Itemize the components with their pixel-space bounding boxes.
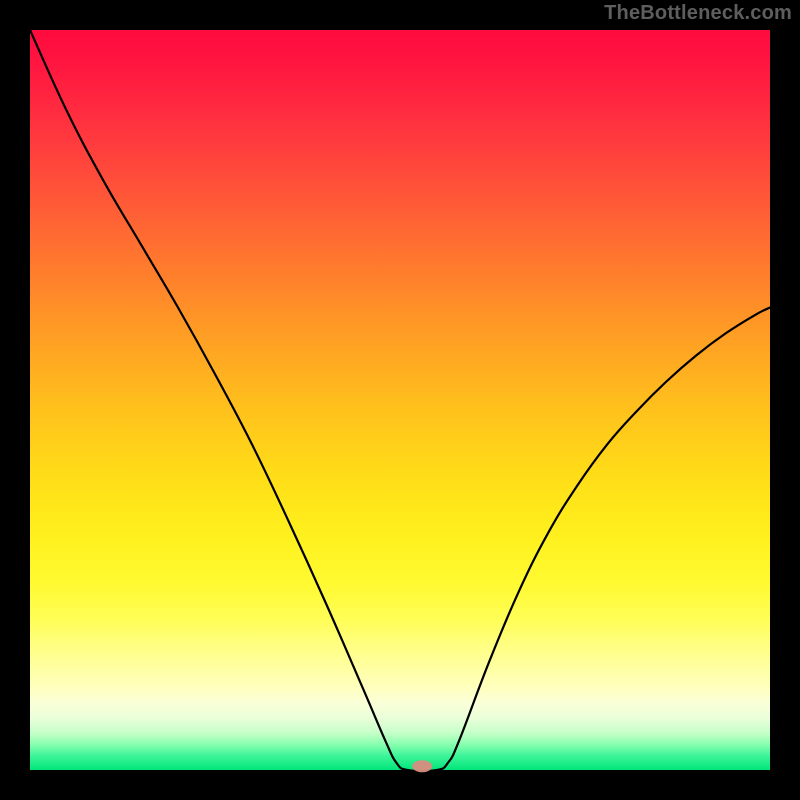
watermark-label: TheBottleneck.com: [604, 2, 792, 25]
chart-background-gradient: [30, 30, 770, 770]
chart-stage: TheBottleneck.com: [0, 0, 800, 800]
bottleneck-curve-chart: [0, 0, 800, 800]
optimal-point-marker: [412, 760, 432, 772]
